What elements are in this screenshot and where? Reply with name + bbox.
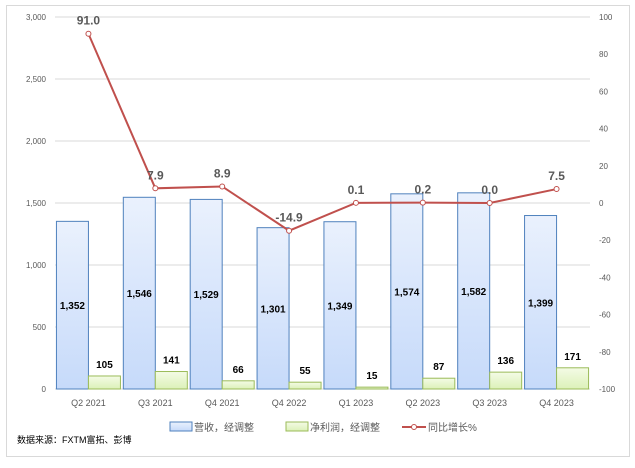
growth-data-label: -14.9 — [275, 211, 303, 225]
growth-line — [87, 33, 557, 232]
net-profit-bar — [355, 386, 389, 390]
category-label: Q4 2022 — [272, 398, 307, 408]
growth-point — [85, 30, 92, 37]
revenue-data-label: 1,582 — [461, 287, 486, 298]
left-tick-label: 1,500 — [26, 199, 47, 208]
legend-revenue-label: 营收，经调整 — [194, 421, 254, 434]
growth-data-label: 0.1 — [348, 183, 365, 197]
revenue-data-label: 1,352 — [60, 301, 85, 312]
category-label: Q2 2023 — [406, 398, 441, 408]
growth-point — [486, 200, 493, 206]
category-label: Q3 2021 — [138, 398, 173, 408]
legend-growth-label: 同比增长% — [428, 421, 477, 434]
category-label: Q4 2021 — [205, 398, 240, 408]
growth-data-label: 91.0 — [77, 14, 101, 28]
net-profit-data-label: 15 — [366, 371, 378, 382]
right-tick-label: 0 — [599, 199, 604, 208]
left-tick-label: 3,000 — [26, 13, 47, 22]
growth-data-label: 0.0 — [481, 183, 498, 197]
legend-growth-marker — [411, 424, 417, 430]
revenue-data-label: 1,349 — [327, 301, 352, 312]
growth-data-label: 8.9 — [214, 166, 231, 180]
right-tick-label: 100 — [599, 13, 613, 22]
left-tick-label: 2,000 — [26, 137, 47, 146]
category-label: Q2 2021 — [71, 398, 106, 408]
revenue-bar — [323, 221, 357, 390]
left-tick-label: 1,000 — [26, 261, 47, 270]
revenue-bar — [55, 220, 89, 390]
legend-net-profit-swatch — [285, 421, 309, 432]
revenue-bar — [256, 227, 290, 390]
growth-point — [553, 186, 560, 193]
net-profit-bar — [422, 377, 456, 390]
category-label: Q1 2023 — [339, 398, 374, 408]
net-profit-bar — [221, 380, 255, 390]
net-profit-data-label: 66 — [233, 365, 245, 376]
left-tick-label: 2,500 — [26, 75, 47, 84]
net-profit-bar — [489, 371, 523, 390]
right-tick-label: -40 — [599, 273, 611, 282]
left-tick-label: 0 — [42, 385, 47, 394]
right-tick-label: 60 — [599, 87, 608, 96]
right-tick-label: 40 — [599, 125, 608, 134]
growth-point — [219, 183, 226, 190]
growth-point — [152, 185, 159, 192]
net-profit-data-label: 141 — [163, 356, 180, 367]
left-tick-label: 500 — [33, 323, 47, 332]
revenue-bar — [122, 196, 156, 390]
source-note: 数据来源：FXTM富拓、彭博 — [17, 434, 132, 445]
growth-data-label: 0.2 — [414, 183, 431, 197]
revenue-data-label: 1,399 — [528, 298, 553, 309]
revenue-bar — [189, 198, 223, 390]
right-tick-label: -20 — [599, 236, 611, 245]
net-profit-data-label: 171 — [564, 352, 581, 363]
net-profit-bar — [154, 371, 188, 390]
right-tick-label: 20 — [599, 162, 608, 171]
growth-data-label: 7.5 — [548, 169, 565, 183]
right-tick-label: -60 — [599, 311, 611, 320]
net-profit-data-label: 136 — [497, 356, 514, 367]
revenue-bar — [457, 192, 491, 390]
growth-point — [352, 199, 359, 206]
revenue-data-label: 1,574 — [394, 287, 419, 298]
growth-data-label: 7.9 — [147, 168, 164, 182]
revenue-data-label: 1,546 — [127, 289, 152, 300]
revenue-bar — [524, 215, 558, 390]
net-profit-data-label: 87 — [433, 362, 445, 373]
net-profit-bar — [288, 381, 322, 390]
growth-point — [286, 227, 293, 234]
growth-point — [419, 199, 426, 206]
category-label: Q3 2023 — [472, 398, 507, 408]
right-tick-label: -80 — [599, 348, 611, 357]
net-profit-data-label: 105 — [96, 360, 113, 371]
right-tick-label: 80 — [599, 50, 608, 59]
net-profit-data-label: 55 — [300, 366, 312, 377]
right-tick-label: -100 — [599, 385, 616, 394]
legend-revenue-swatch — [169, 421, 193, 432]
revenue-data-label: 1,301 — [261, 304, 286, 315]
legend-net-profit-label: 净利润，经调整 — [310, 421, 380, 434]
category-label: Q4 2023 — [539, 398, 574, 408]
net-profit-bar — [556, 367, 590, 390]
revenue-bar — [390, 193, 424, 390]
revenue-data-label: 1,529 — [194, 290, 219, 301]
net-profit-bar — [87, 375, 121, 390]
